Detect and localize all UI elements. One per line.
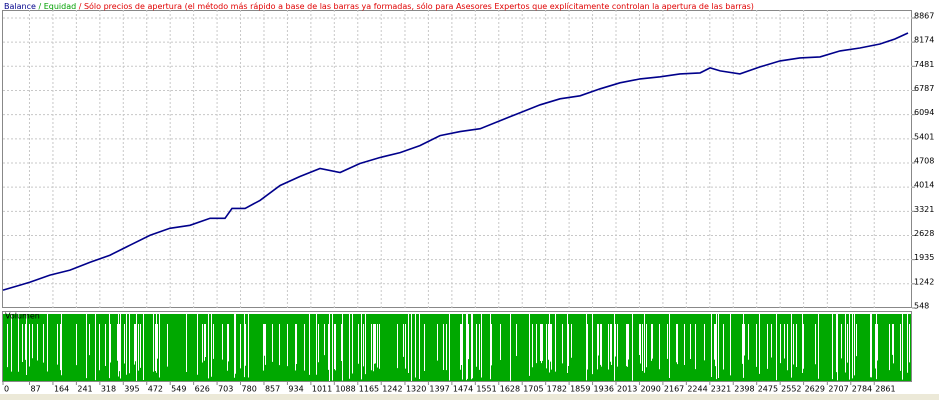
x-tick-label: 1628	[500, 385, 520, 394]
x-tick-label: 1859	[570, 385, 590, 394]
balance-line	[2, 32, 909, 291]
x-tick-label: 472	[148, 385, 163, 394]
y-tick-label: 6094	[914, 108, 934, 117]
y-tick-label: 7481	[914, 60, 934, 69]
x-tick-label: 1936	[594, 385, 614, 394]
x-tick-label: 857	[265, 385, 280, 394]
x-tick-label: 2090	[640, 385, 660, 394]
x-tick-label: 1551	[476, 385, 496, 394]
x-tick-label: 2475	[758, 385, 778, 394]
x-tick-label: 2861	[875, 385, 895, 394]
x-tick-label: 0	[4, 385, 9, 394]
x-tick-label: 1782	[547, 385, 567, 394]
y-tick-label: 6787	[914, 84, 934, 93]
volume-fill	[3, 314, 911, 381]
x-tick-label: 1320	[406, 385, 426, 394]
x-tick-label: 934	[288, 385, 303, 394]
legend-entry: Sólo precios de apertura (el método más …	[84, 1, 754, 11]
main-panel	[2, 10, 912, 308]
x-tick-label: 87	[30, 385, 40, 394]
x-tick-label: 1165	[359, 385, 379, 394]
x-tick-label: 164	[54, 385, 69, 394]
y-tick-label: 8867	[914, 11, 934, 20]
x-tick-label: 1088	[335, 385, 355, 394]
y-tick-label: 1242	[914, 277, 934, 286]
x-tick-label: 2167	[664, 385, 684, 394]
x-tick-label: 549	[171, 385, 186, 394]
x-tick-label: 2321	[711, 385, 731, 394]
x-tick-label: 395	[124, 385, 139, 394]
x-tick-label: 318	[101, 385, 116, 394]
x-tick-label: 2552	[781, 385, 801, 394]
x-tick-label: 1397	[429, 385, 449, 394]
volume-label: Volumen	[5, 312, 40, 321]
legend: Balance / Equidad / Sólo precios de aper…	[4, 1, 754, 11]
x-tick-label: 1011	[312, 385, 332, 394]
x-tick-label: 2244	[687, 385, 707, 394]
x-tick-label: 2707	[828, 385, 848, 394]
legend-entry: Balance	[4, 2, 36, 11]
y-tick-label: 8174	[914, 36, 934, 45]
x-tick-label: 2784	[852, 385, 872, 394]
y-tick-label: 2628	[914, 229, 934, 238]
x-tick-label: 626	[195, 385, 210, 394]
y-tick-label: 4708	[914, 156, 934, 165]
y-tick-label: 548	[914, 302, 929, 311]
x-tick-label: 2013	[617, 385, 637, 394]
y-tick-label: 1935	[914, 253, 934, 262]
y-tick-label: 3321	[914, 205, 934, 214]
x-tick-label: 241	[77, 385, 92, 394]
x-tick-label: 703	[218, 385, 233, 394]
x-tick-label: 1242	[382, 385, 402, 394]
tab-bar	[0, 394, 939, 400]
x-tick-label: 2629	[805, 385, 825, 394]
y-tick-label: 5401	[914, 132, 934, 141]
volume-panel	[2, 311, 912, 382]
x-tick-label: 2398	[734, 385, 754, 394]
legend-sep: /	[76, 2, 84, 11]
y-tick-label: 4014	[914, 181, 934, 190]
volume-bars	[3, 314, 911, 381]
x-tick-label: 1474	[453, 385, 473, 394]
legend-sep: /	[36, 2, 44, 11]
legend-entry: Equidad	[44, 2, 76, 11]
x-tick-label: 1705	[523, 385, 543, 394]
x-tick-label: 780	[242, 385, 257, 394]
